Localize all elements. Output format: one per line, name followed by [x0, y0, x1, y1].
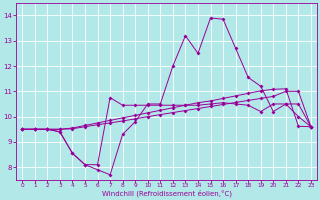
X-axis label: Windchill (Refroidissement éolien,°C): Windchill (Refroidissement éolien,°C) — [101, 190, 232, 197]
